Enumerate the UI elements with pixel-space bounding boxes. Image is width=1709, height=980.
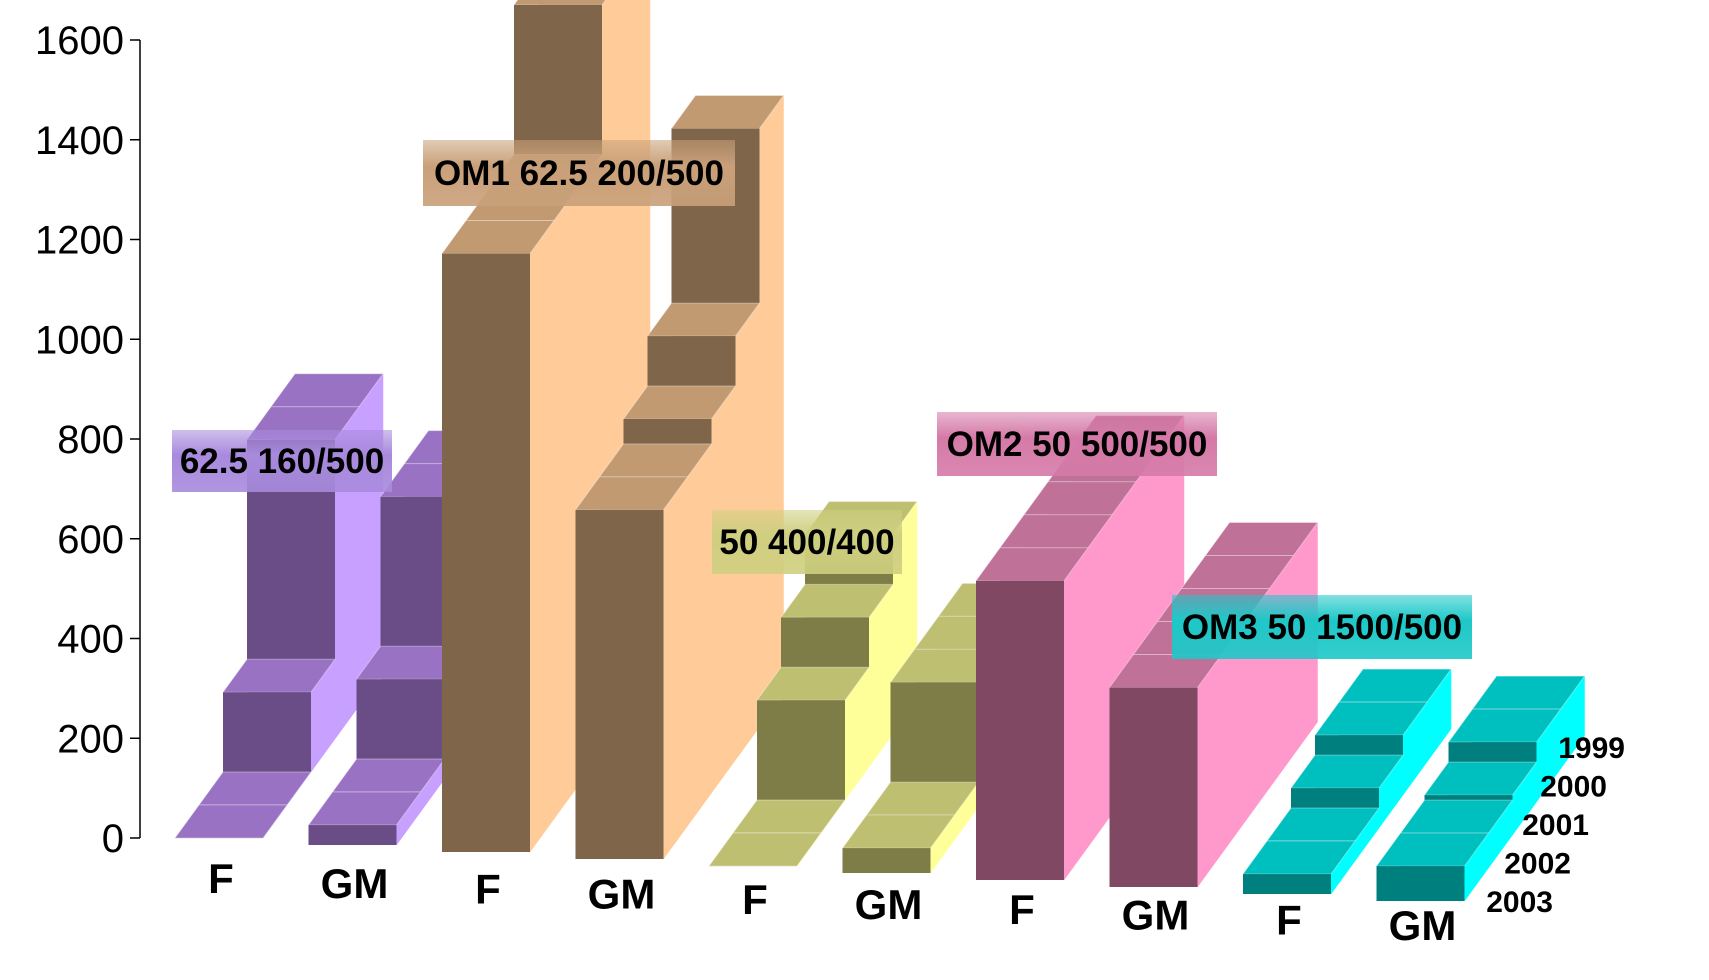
y-tick-label: 800 [57,418,124,462]
y-tick-label: 1200 [35,219,124,263]
bar-segment-front [1376,866,1465,901]
bar-segment-front [308,825,397,845]
category-label: F [208,855,234,902]
bar-om3-50-1500-500-gm [1375,675,1586,902]
group-label: OM2 50 500/500 [937,412,1217,476]
depth-axis-label: 1999 [1558,732,1625,765]
y-tick-label: 400 [57,618,124,662]
y-tick-label: 1400 [35,119,124,163]
group-label: OM1 62.5 200/500 [423,140,735,206]
group-label-text: 62.5 160/500 [180,442,384,481]
depth-axis-label: 2003 [1486,886,1553,919]
bar-segment-front [575,509,664,859]
bar-segment-side [1197,653,1222,888]
category-label: GM [588,871,656,918]
bar-segment-side [1087,513,1113,848]
bar-segment-front [1109,687,1198,887]
bar-segment-front [223,692,311,772]
bar-segment-side [553,186,579,820]
bar-segment-top [198,771,312,806]
bar-segment-front [842,848,931,873]
group-label-box [423,140,735,206]
y-tick-label: 1600 [35,19,124,63]
bar-segment-front [442,253,530,852]
category-label: GM [321,860,389,907]
category-label: F [475,865,501,912]
category-label: GM [855,881,923,928]
y-tick-label: 0 [102,817,124,861]
depth-axis-label: 2001 [1522,809,1589,842]
category-labels: F GM F GM F GM F GM F GM [208,855,1456,949]
bar-segment-front [1243,874,1331,894]
category-label: GM [1389,902,1457,949]
depth-axis-labels: 1999 2000 2001 2002 2003 [1486,732,1625,919]
bar-segment-front [976,580,1064,880]
bar-segment-side [663,476,688,860]
category-label: F [1276,897,1302,944]
y-tick-label: 1000 [35,318,124,362]
y-axis: 0 200 400 600 800 1000 1200 1400 1600 [35,19,141,861]
depth-axis-label: 2002 [1504,848,1571,881]
bar-segment-side [1063,546,1089,881]
category-label: F [1009,886,1035,933]
y-tick-label: 600 [57,518,124,562]
group-label-text: 50 400/400 [719,523,894,562]
group-label-box [937,412,1217,476]
group-label-box [172,430,392,492]
bar-segment-side [759,94,784,728]
bar-segment-top [174,804,288,839]
group-label: 62.5 160/500 [172,430,392,492]
group-label-text: OM3 50 1500/500 [1182,608,1462,647]
bar-segment-top [732,799,846,834]
bar-segment-side [711,385,736,794]
bar-om3-50-1500-500-f [1242,668,1452,895]
category-label: GM [1122,891,1190,938]
depth-axis-label: 2000 [1540,771,1607,804]
bar-segment-front [757,700,845,800]
bar-segment-side [687,443,712,827]
group-labels: 62.5 160/500 OM1 62.5 200/500 50 400/400 OM… [172,140,1472,659]
bar-segment-top [708,832,822,867]
group-label-box [1172,595,1472,659]
group-label: OM3 50 1500/500 [1172,595,1472,659]
group-label: 50 400/400 [712,510,902,574]
bar-segment-side [529,219,555,853]
group-label-text: OM2 50 500/500 [947,425,1208,464]
category-label: F [742,876,768,923]
bar-segment-side [1269,554,1294,789]
group-label-text: OM1 62.5 200/500 [434,154,724,193]
group-label-box [712,510,902,574]
y-tick-label: 200 [57,717,124,761]
